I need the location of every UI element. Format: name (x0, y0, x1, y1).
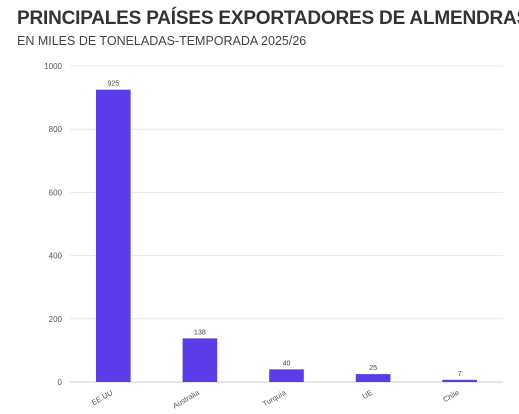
x-tick-label: Turquía (261, 388, 288, 409)
x-tick-label: EE.UU (90, 388, 114, 407)
x-tick-label: UE (361, 388, 375, 401)
gridlines (70, 65, 503, 383)
bars (95, 89, 478, 382)
y-tick-label: 400 (49, 252, 63, 261)
y-tick-label: 600 (49, 188, 63, 197)
y-tick-label: 800 (49, 125, 63, 134)
chart-subtitle: EN MILES DE TONELADAS-TEMPORADA 2025/26 (17, 34, 307, 48)
bar-chile (442, 379, 478, 382)
y-tick-label: 200 (49, 315, 63, 324)
data-labels: 925 138 40 25 7 (107, 81, 461, 378)
chart-title: PRINCIPALES PAÍSES EXPORTADORES DE ALMEN… (17, 8, 519, 29)
x-tick-label: Australia (171, 388, 201, 411)
x-axis-labels: EE.UU Australia Turquía UE Chile (90, 388, 461, 411)
x-tick-label: Chile (441, 388, 460, 404)
y-tick-label: 0 (58, 378, 63, 387)
bar-australia (182, 338, 218, 382)
data-label: 138 (194, 329, 206, 336)
data-label: 7 (458, 371, 462, 378)
bar-ue (355, 374, 391, 382)
data-label: 925 (107, 81, 119, 88)
y-axis-ticks: 0 200 400 600 800 1000 (44, 62, 62, 387)
bar-eeuu (95, 89, 131, 382)
data-label: 40 (283, 360, 291, 367)
y-tick-label: 1000 (44, 62, 62, 71)
bar-turqua (269, 369, 304, 382)
data-label: 25 (369, 365, 377, 372)
